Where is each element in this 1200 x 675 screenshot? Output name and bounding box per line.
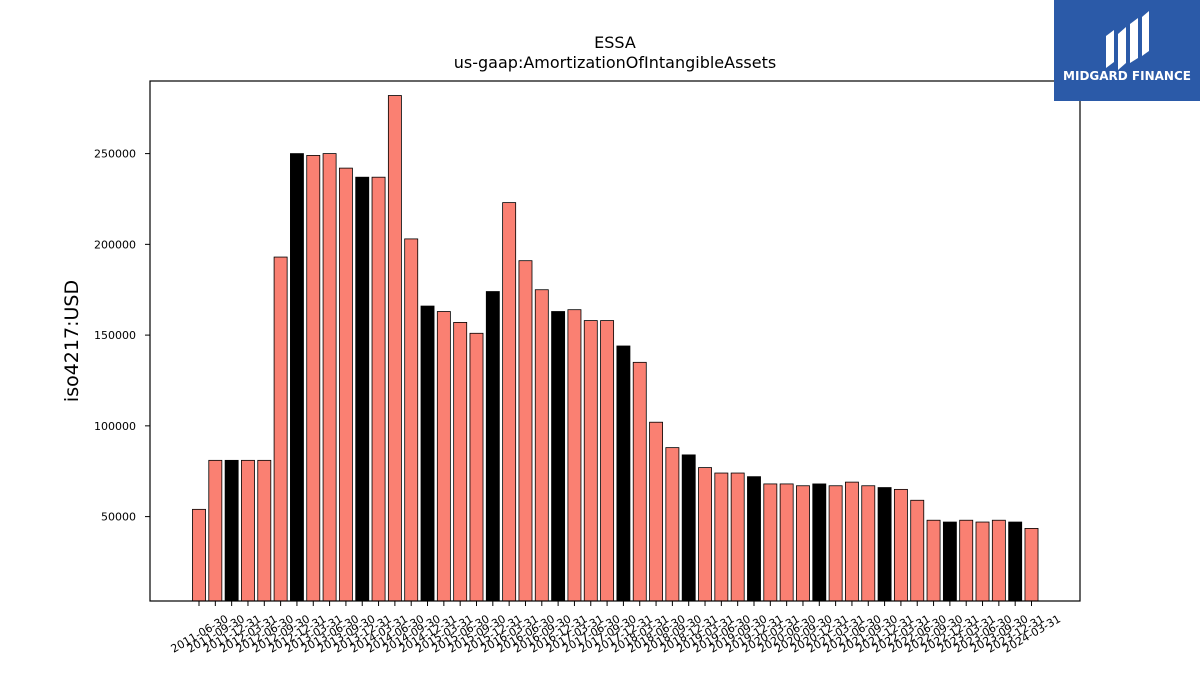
bar-2018-03-31 [632,361,647,602]
plot-frame [149,80,1081,602]
bar-2019-03-31 [698,467,712,602]
bar-2016-06-30 [518,260,533,602]
bar-2013-09-30 [338,167,353,602]
y-tick-label: 200000 [94,238,136,251]
bar-2021-12-31 [877,487,892,602]
bar-2020-03-31 [763,483,778,602]
bar-2019-09-30 [730,472,745,602]
bar-2017-12-31 [616,345,631,602]
bar-2012-06-30 [257,459,272,602]
bar-2013-03-31 [306,155,321,602]
bars-group [192,95,1039,602]
midgard-logo: MIDGARD FINANCE [1054,0,1200,101]
logo-text: MIDGARD FINANCE [1063,69,1191,83]
bar-2021-06-30 [845,481,859,602]
bar-2015-03-31 [436,311,451,602]
y-tick-label: 50000 [101,511,136,524]
bar-2015-12-31 [485,291,500,602]
bar-2014-12-31 [420,305,435,602]
bar-2012-09-30 [273,256,288,602]
bar-2023-03-31 [959,519,974,602]
bar-2016-03-31 [502,202,517,602]
y-axis-label: iso4217:USD [61,280,83,402]
bar-2012-03-31 [241,459,255,602]
bar-2018-12-31 [681,454,696,602]
bar-2017-03-31 [567,309,582,602]
bar-2022-03-31 [893,488,908,602]
bar-2016-12-31 [551,311,566,602]
bar-2019-06-30 [714,472,729,602]
bar-2020-09-30 [796,485,810,602]
bar-2022-09-30 [926,519,941,602]
bar-2014-06-30 [387,95,402,602]
bar-2024-03-31 [1024,528,1039,602]
bar-2020-12-31 [812,483,827,602]
y-tick-label: 250000 [94,148,136,161]
bar-2018-09-30 [665,447,680,602]
bar-2020-06-30 [779,483,794,602]
bar-2015-09-30 [469,332,484,602]
bar-2017-09-30 [600,320,615,602]
bar-2017-06-30 [583,320,598,602]
y-tick-label: 100000 [94,420,136,433]
bar-2013-12-31 [355,176,370,602]
bar-2018-06-30 [649,421,663,602]
logo-background [1054,0,1200,101]
bar-2023-09-30 [991,519,1006,602]
bar-2011-06-30 [192,508,206,602]
bar-2013-06-30 [322,153,337,602]
bar-2014-09-30 [404,238,419,602]
bar-2016-09-30 [534,289,549,602]
y-tick-label: 150000 [94,329,136,342]
bar-2015-06-30 [453,321,468,602]
bar-2023-12-31 [1008,521,1023,602]
bar-2014-03-31 [371,176,386,602]
bar-2012-12-31 [290,153,304,602]
bar-2021-03-31 [828,485,843,602]
chart-title: ESSA [594,33,636,52]
bar-2023-06-30 [975,521,990,602]
x-axis-ticks: 2011-06-302011-09-302011-12-312012-03-31… [169,601,1063,656]
bar-2011-09-30 [208,459,223,602]
midgard-logo-icon [1106,11,1149,70]
bar-2019-12-31 [747,476,761,602]
chart-subtitle: us-gaap:AmortizationOfIntangibleAssets [454,53,776,72]
bar-2022-06-30 [910,499,925,602]
bar-2021-09-30 [861,485,876,602]
bar-2022-12-31 [942,521,957,602]
bar-2011-12-31 [224,459,239,602]
y-axis-ticks: 50000 100000 150000 200000 250000 [94,148,150,524]
